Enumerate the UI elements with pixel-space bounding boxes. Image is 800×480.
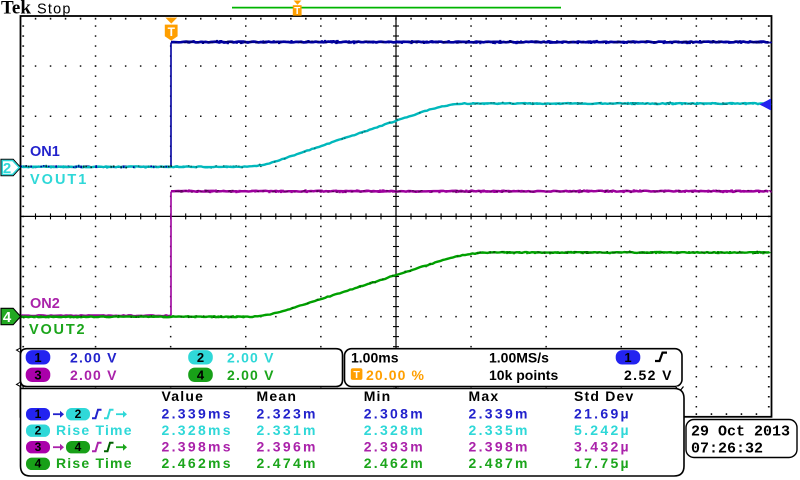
- svg-text:VOUT1: VOUT1: [30, 172, 88, 188]
- svg-text:2.00 V: 2.00 V: [70, 349, 118, 365]
- svg-text:2: 2: [35, 424, 42, 438]
- svg-text:Mean: Mean: [257, 388, 298, 404]
- svg-text:Tek: Tek: [1, 0, 31, 19]
- svg-text:2: 2: [75, 407, 82, 421]
- svg-text:T: T: [294, 6, 300, 17]
- svg-text:Rise Time: Rise Time: [56, 455, 133, 471]
- svg-text:2.00 V: 2.00 V: [227, 349, 275, 365]
- svg-text:4: 4: [3, 309, 12, 326]
- svg-text:2.331m: 2.331m: [257, 422, 318, 438]
- svg-text:2.308m: 2.308m: [364, 405, 425, 421]
- svg-text:29 Oct 2013: 29 Oct 2013: [691, 424, 790, 441]
- svg-text:2.487m: 2.487m: [469, 455, 530, 471]
- svg-text:T: T: [168, 25, 176, 39]
- svg-text:2.398ms: 2.398ms: [162, 438, 233, 454]
- svg-text:2.462ms: 2.462ms: [162, 455, 233, 471]
- svg-text:2.328ms: 2.328ms: [162, 422, 233, 438]
- svg-text:4: 4: [75, 440, 82, 454]
- svg-text:1.00MS/s: 1.00MS/s: [489, 349, 549, 365]
- svg-text:ON1: ON1: [30, 144, 60, 160]
- svg-text:2.00 V: 2.00 V: [227, 367, 275, 383]
- svg-text:2.00 V: 2.00 V: [70, 367, 118, 383]
- svg-text:21.69µ: 21.69µ: [574, 405, 631, 421]
- svg-text:3: 3: [34, 367, 41, 382]
- svg-text:2.474m: 2.474m: [257, 455, 318, 471]
- svg-text:2: 2: [197, 350, 204, 365]
- svg-text:4: 4: [197, 367, 205, 382]
- svg-text:2.328m: 2.328m: [364, 422, 425, 438]
- svg-text:2.396m: 2.396m: [257, 438, 318, 454]
- svg-text:20.00 %: 20.00 %: [366, 367, 425, 383]
- svg-text:1: 1: [35, 407, 42, 421]
- svg-text:2.335m: 2.335m: [469, 422, 530, 438]
- svg-text:Std Dev: Std Dev: [574, 388, 635, 404]
- svg-text:Stop: Stop: [37, 2, 72, 18]
- svg-text:17.75µ: 17.75µ: [574, 455, 631, 471]
- svg-text:10k points: 10k points: [489, 367, 558, 383]
- svg-text:1: 1: [34, 350, 41, 365]
- svg-text:5.242µ: 5.242µ: [574, 422, 631, 438]
- svg-text:2.462m: 2.462m: [364, 455, 425, 471]
- svg-text:2.52 V: 2.52 V: [624, 367, 673, 383]
- svg-text:2: 2: [3, 160, 11, 177]
- svg-text:4: 4: [35, 457, 42, 471]
- svg-text:3: 3: [35, 440, 42, 454]
- svg-text:2.339ms: 2.339ms: [162, 405, 233, 421]
- svg-text:Max: Max: [469, 388, 500, 404]
- svg-text:1: 1: [624, 350, 631, 365]
- svg-text:Min: Min: [364, 388, 392, 404]
- svg-text:2.323m: 2.323m: [257, 405, 318, 421]
- svg-text:VOUT2: VOUT2: [29, 322, 86, 338]
- svg-text:3.432µ: 3.432µ: [574, 438, 631, 454]
- svg-text:Rise Time: Rise Time: [56, 422, 133, 438]
- svg-text:2.393m: 2.393m: [364, 438, 425, 454]
- svg-text:2.398m: 2.398m: [469, 438, 530, 454]
- svg-text:T: T: [353, 369, 360, 381]
- svg-text:Value: Value: [162, 388, 205, 404]
- svg-text:2.339m: 2.339m: [469, 405, 530, 421]
- svg-text:1.00ms: 1.00ms: [351, 349, 399, 365]
- svg-text:ON2: ON2: [30, 296, 60, 312]
- svg-text:07:26:32: 07:26:32: [691, 441, 763, 458]
